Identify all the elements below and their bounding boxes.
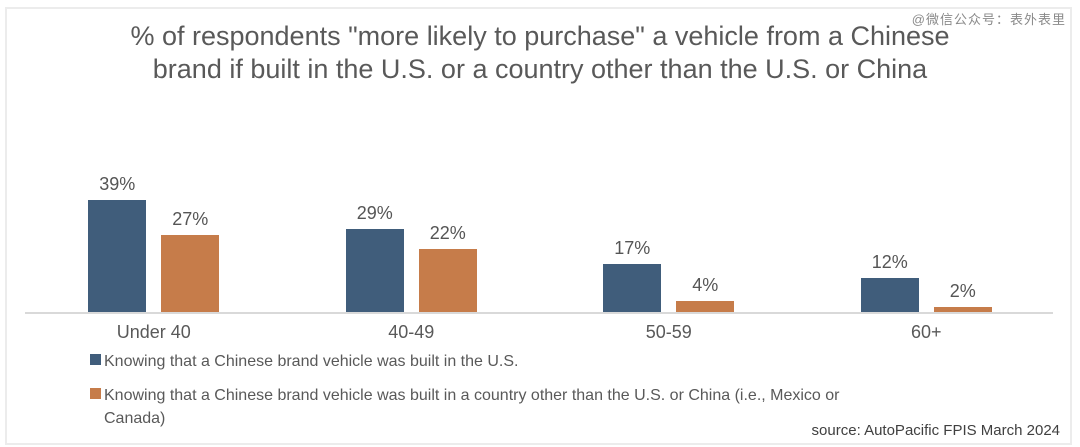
- x-axis-category-labels: Under 40 40-49 50-59 60+: [25, 322, 1055, 343]
- x-axis-line: [25, 312, 1053, 314]
- bar-plot-area: 39% 27% 29% 22% 17% 4% 12% 2%: [25, 155, 1055, 313]
- bar-with-label: 22%: [418, 223, 477, 313]
- legend-label: Knowing that a Chinese brand vehicle was…: [104, 353, 519, 370]
- legend-marker-blue-icon: [90, 354, 101, 365]
- legend-marker-orange-icon: [90, 388, 101, 400]
- bar-with-label: 29%: [345, 203, 404, 313]
- bar-group: 12% 2%: [798, 155, 1056, 313]
- source-attribution: source: AutoPacific FPIS March 2024: [811, 422, 1060, 439]
- bar-group: 29% 22%: [283, 155, 541, 313]
- watermark-text: @微信公众号：表外表里: [911, 12, 1066, 27]
- bar-value-label: 17%: [614, 238, 651, 258]
- bar-with-label: 4%: [676, 275, 735, 313]
- chart-title-line1: % of respondents "more likely to purchas…: [130, 21, 950, 51]
- bar-with-label: 17%: [603, 238, 662, 313]
- legend-label: Knowing that a Chinese brand vehicle was…: [104, 387, 840, 428]
- bar-built-in-us: [603, 264, 662, 313]
- bar-value-label: 4%: [692, 275, 719, 295]
- bar-with-label: 39%: [88, 174, 147, 313]
- chart-title-line2: brand if built in the U.S. or a country …: [152, 53, 928, 84]
- bar-built-elsewhere: [933, 307, 992, 313]
- bar-group: 39% 27%: [25, 155, 283, 313]
- bar-with-label: 27%: [161, 209, 220, 313]
- category-label: 50-59: [645, 322, 692, 342]
- chart-legend: Knowing that a Chinese brand vehicle was…: [90, 350, 886, 431]
- bar-built-elsewhere: [418, 249, 477, 313]
- category-label: 60+: [910, 322, 942, 342]
- category-label: 40-49: [388, 322, 435, 342]
- chart-title: % of respondents "more likely to purchas…: [0, 20, 1080, 86]
- bar-value-label: 2%: [949, 281, 976, 301]
- bar-value-label: 12%: [871, 252, 908, 272]
- bar-with-label: 12%: [860, 252, 919, 313]
- bar-value-label: 22%: [429, 223, 466, 243]
- bar-built-in-us: [345, 229, 404, 313]
- bar-group: 17% 4%: [540, 155, 798, 313]
- bar-built-elsewhere: [676, 301, 735, 313]
- bar-value-label: 27%: [172, 209, 209, 229]
- legend-item: Knowing that a Chinese brand vehicle was…: [90, 384, 886, 430]
- legend-item: Knowing that a Chinese brand vehicle was…: [90, 350, 886, 373]
- bar-built-elsewhere: [161, 235, 220, 313]
- bar-value-label: 39%: [99, 174, 136, 194]
- category-label: Under 40: [116, 322, 191, 342]
- bar-with-label: 2%: [933, 281, 992, 313]
- bar-built-in-us: [860, 278, 919, 313]
- bar-value-label: 29%: [356, 203, 393, 223]
- bar-built-in-us: [88, 200, 147, 313]
